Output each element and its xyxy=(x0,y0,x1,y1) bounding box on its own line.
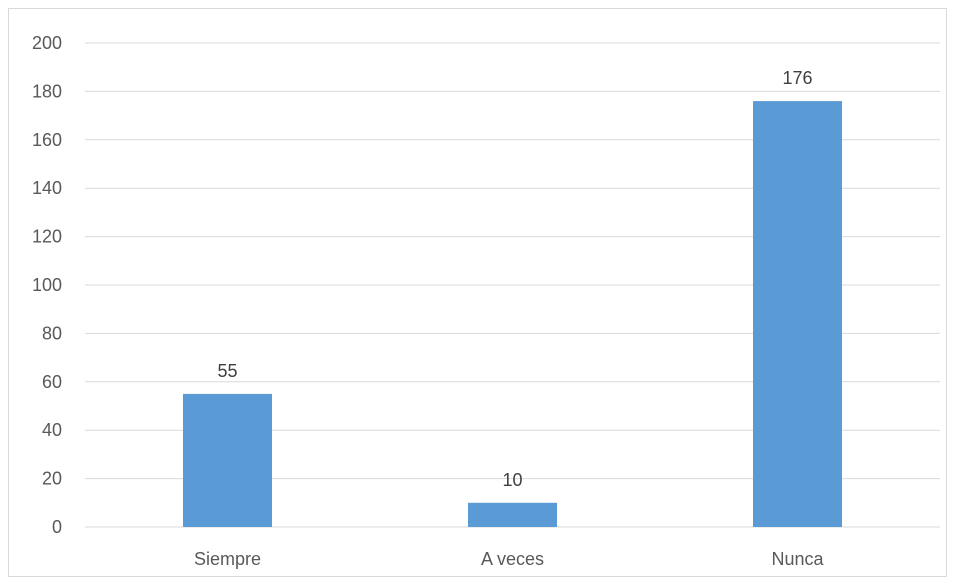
x-tick-label: Nunca xyxy=(771,549,824,569)
y-tick-label: 160 xyxy=(32,130,62,150)
y-tick-label: 40 xyxy=(42,420,62,440)
data-label: 176 xyxy=(782,68,812,88)
bar-a-veces xyxy=(468,502,557,527)
y-tick-label: 120 xyxy=(32,227,62,247)
x-tick-label: Siempre xyxy=(194,549,261,569)
data-labels: 55 10 176 xyxy=(217,68,812,490)
x-axis-ticks: Siempre A veces Nunca xyxy=(194,549,825,569)
bars xyxy=(183,101,842,527)
data-label: 55 xyxy=(217,361,237,381)
data-label: 10 xyxy=(502,470,522,490)
y-tick-label: 0 xyxy=(52,517,62,537)
x-tick-label: A veces xyxy=(481,549,544,569)
y-tick-label: 60 xyxy=(42,372,62,392)
y-tick-label: 100 xyxy=(32,275,62,295)
y-tick-label: 180 xyxy=(32,81,62,101)
y-tick-label: 80 xyxy=(42,323,62,343)
y-axis-ticks: 0 20 40 60 80 100 120 140 160 180 200 xyxy=(32,33,62,537)
bar-nunca xyxy=(753,101,842,527)
y-tick-label: 20 xyxy=(42,469,62,489)
y-tick-label: 140 xyxy=(32,178,62,198)
y-tick-label: 200 xyxy=(32,33,62,53)
bar-siempre xyxy=(183,393,272,527)
